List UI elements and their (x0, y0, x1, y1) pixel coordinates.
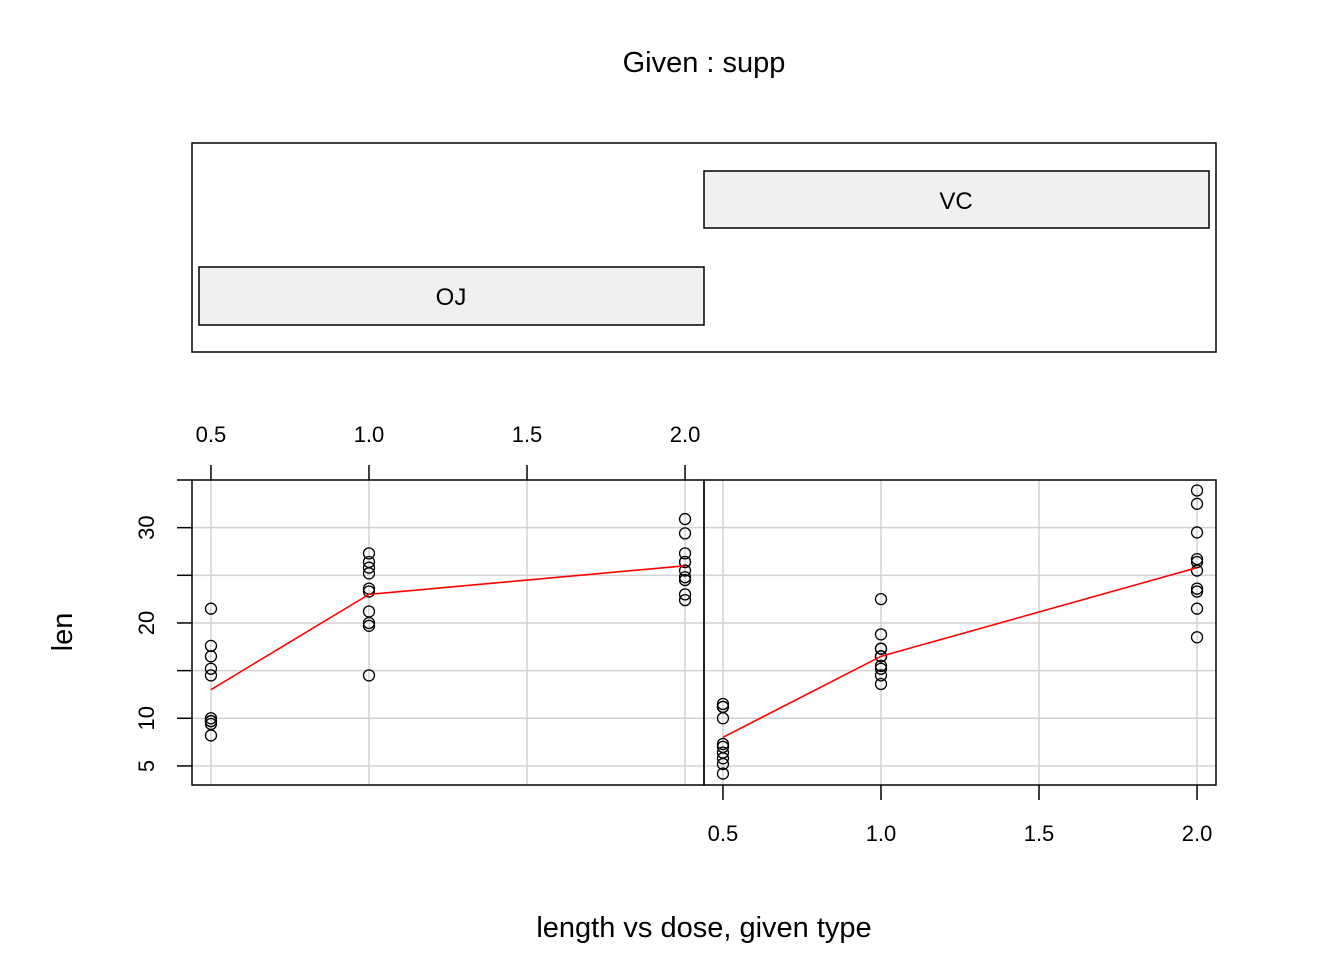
data-point (1190, 585, 1204, 598)
panel-frame (703, 479, 1217, 786)
x-tick-label: 1.0 (354, 422, 385, 447)
data-point (1190, 631, 1204, 644)
data-point (678, 547, 692, 560)
data-point (678, 573, 692, 587)
data-point (1190, 552, 1204, 566)
data-point (716, 740, 730, 754)
data-point (874, 677, 888, 691)
data-point (716, 737, 730, 751)
panel-vc (703, 479, 1217, 786)
given-strip-vc: VC (703, 170, 1210, 229)
data-point (1190, 484, 1204, 497)
data-point (678, 555, 692, 569)
data-point (204, 714, 218, 728)
given-strip-vc-bar (703, 170, 1210, 229)
x-tick-label: 2.0 (670, 422, 701, 447)
x-tick-label: 1.5 (512, 422, 543, 447)
data-point (874, 628, 888, 641)
data-point (874, 669, 888, 682)
data-point (362, 567, 376, 580)
chart-title: Given : supp (623, 47, 786, 79)
data-point (362, 547, 376, 560)
x-tick-label: 0.5 (196, 422, 227, 447)
data-point (678, 571, 692, 584)
smooth-line (722, 566, 1198, 739)
data-point (716, 767, 730, 780)
data-point (874, 592, 888, 606)
data-point (716, 700, 730, 713)
data-point (874, 650, 888, 663)
data-point (1190, 555, 1204, 569)
data-point (874, 659, 888, 673)
data-point (204, 669, 218, 682)
y-axis-label: len (47, 613, 79, 652)
axes: 0.5 1.0 1.5 2.0 0.5 1.0 1.5 2.0 5 10 20 30 (134, 422, 1212, 846)
data-point (204, 712, 218, 725)
x-tick-label: 1.5 (1024, 821, 1055, 846)
x-tick-label: 0.5 (708, 821, 739, 846)
y-tick-label: 30 (134, 515, 159, 539)
given-strip-oj-bar (198, 266, 705, 326)
data-point (716, 757, 730, 771)
data-point (362, 605, 376, 618)
given-strip-oj: OJ (198, 266, 705, 326)
data-point (204, 602, 218, 615)
y-tick-label: 5 (134, 760, 159, 772)
data-point (678, 593, 692, 607)
data-point (874, 642, 888, 655)
x-axis-label: length vs dose, given type (536, 912, 871, 944)
given-strip-vc-label: VC (939, 188, 972, 215)
y-tick-label: 10 (134, 706, 159, 730)
data-point (204, 650, 218, 663)
panel-frame (191, 479, 705, 786)
data-point (678, 588, 692, 601)
given-strip-oj-label: OJ (436, 284, 467, 311)
data-point (874, 662, 888, 675)
x-tick-label: 1.0 (866, 821, 897, 846)
data-point (204, 717, 218, 731)
x-tick-label: 2.0 (1182, 821, 1213, 846)
data-point (678, 564, 692, 577)
given-panel-frame (191, 142, 1217, 353)
data-point (1190, 497, 1204, 510)
data-point (678, 527, 692, 540)
data-point (362, 619, 376, 632)
smooth-line (210, 564, 686, 691)
data-point (1190, 602, 1204, 615)
panel-oj (191, 479, 705, 786)
data-point (362, 585, 376, 598)
data-point (1190, 526, 1204, 539)
data-point (362, 561, 376, 574)
data-point (204, 662, 218, 675)
data-point (1190, 582, 1204, 595)
data-point (716, 697, 730, 711)
data-point (362, 669, 376, 682)
data-point (678, 512, 692, 526)
y-tick-label: 20 (134, 611, 159, 635)
